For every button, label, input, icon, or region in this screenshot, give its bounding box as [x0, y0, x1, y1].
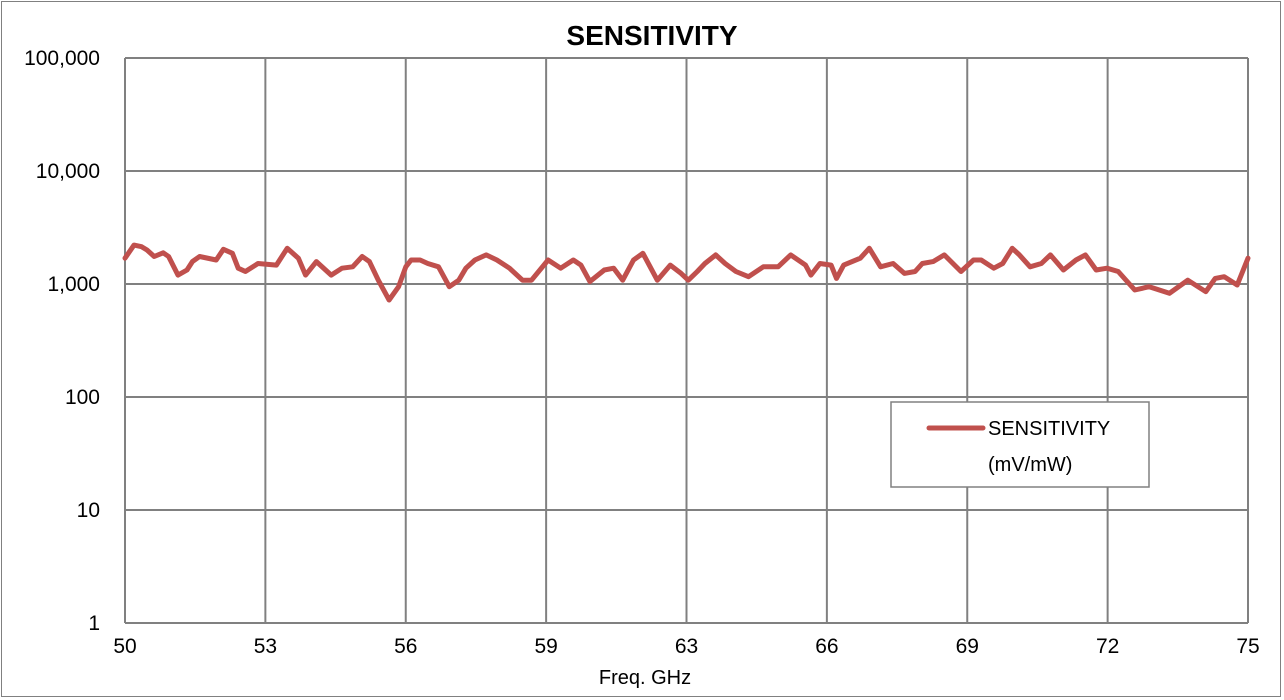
legend-label-line2: (mV/mW) — [988, 454, 1072, 476]
x-tick-label: 63 — [675, 635, 698, 658]
x-tick-label: 53 — [254, 635, 277, 658]
legend-label-line1: SENSITIVITY — [988, 418, 1110, 440]
y-tick-label: 100 — [65, 386, 100, 409]
x-tick-label: 69 — [956, 635, 979, 658]
x-tick-label: 72 — [1096, 635, 1119, 658]
y-tick-label: 10 — [77, 499, 100, 522]
legend: SENSITIVITY (mV/mW) — [890, 401, 1150, 488]
chart-title: SENSITIVITY — [566, 20, 737, 51]
x-tick-label: 56 — [394, 635, 417, 658]
y-tick-label: 1 — [88, 612, 100, 635]
x-tick-label: 66 — [815, 635, 838, 658]
series-line-sensitivity — [122, 242, 1251, 303]
y-tick-label: 100,000 — [24, 47, 100, 70]
x-tick-labels: 50 53 56 59 63 66 69 72 75 — [113, 635, 1259, 658]
grid — [124, 57, 1249, 624]
x-tick-label: 75 — [1236, 635, 1259, 658]
y-tick-label: 1,000 — [47, 273, 100, 296]
x-tick-label: 59 — [534, 635, 557, 658]
x-tick-label: 50 — [113, 635, 136, 658]
y-tick-label: 10,000 — [36, 160, 100, 183]
y-tick-labels: 1 10 100 1,000 10,000 100,000 — [24, 47, 100, 635]
legend-box — [890, 401, 1150, 488]
x-axis-title: Freq. GHz — [599, 667, 691, 689]
